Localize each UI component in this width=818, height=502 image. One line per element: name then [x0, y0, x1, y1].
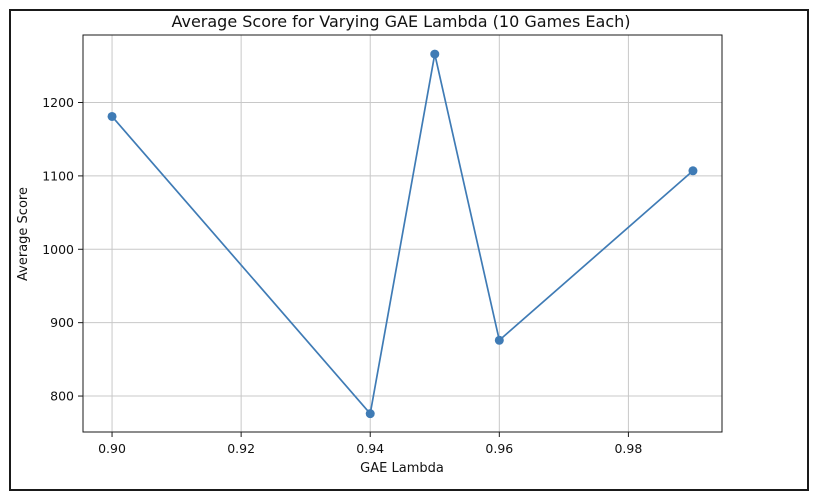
series-layer [107, 49, 698, 419]
axis-ticks: 0.90 0.92 0.94 0.96 0.98 800 900 1000 1100 1200 [42, 95, 642, 456]
y-tick-label: 1000 [42, 242, 74, 257]
x-tick-label: 0.96 [485, 441, 513, 456]
plot-area [82, 34, 723, 433]
x-axis-label: GAE Lambda [360, 461, 444, 476]
data-point [688, 166, 698, 176]
x-tick-label: 0.98 [614, 441, 642, 456]
grid-lines [83, 35, 722, 432]
y-tick-label: 800 [50, 389, 74, 404]
chart-title: Average Score for Varying GAE Lambda (10… [171, 12, 630, 31]
y-axis-label: Average Score [16, 187, 31, 281]
x-tick-label: 0.92 [227, 441, 255, 456]
figure-frame [9, 9, 809, 491]
y-tick-label: 1200 [42, 95, 74, 110]
y-tick-label: 1100 [42, 168, 74, 183]
data-point [365, 409, 375, 419]
x-tick-label: 0.94 [356, 441, 384, 456]
series-line [111, 53, 694, 415]
data-point [430, 49, 440, 59]
x-tick-label: 0.90 [98, 441, 126, 456]
y-tick-label: 900 [50, 315, 74, 330]
data-point [494, 335, 504, 345]
data-point [107, 111, 117, 121]
